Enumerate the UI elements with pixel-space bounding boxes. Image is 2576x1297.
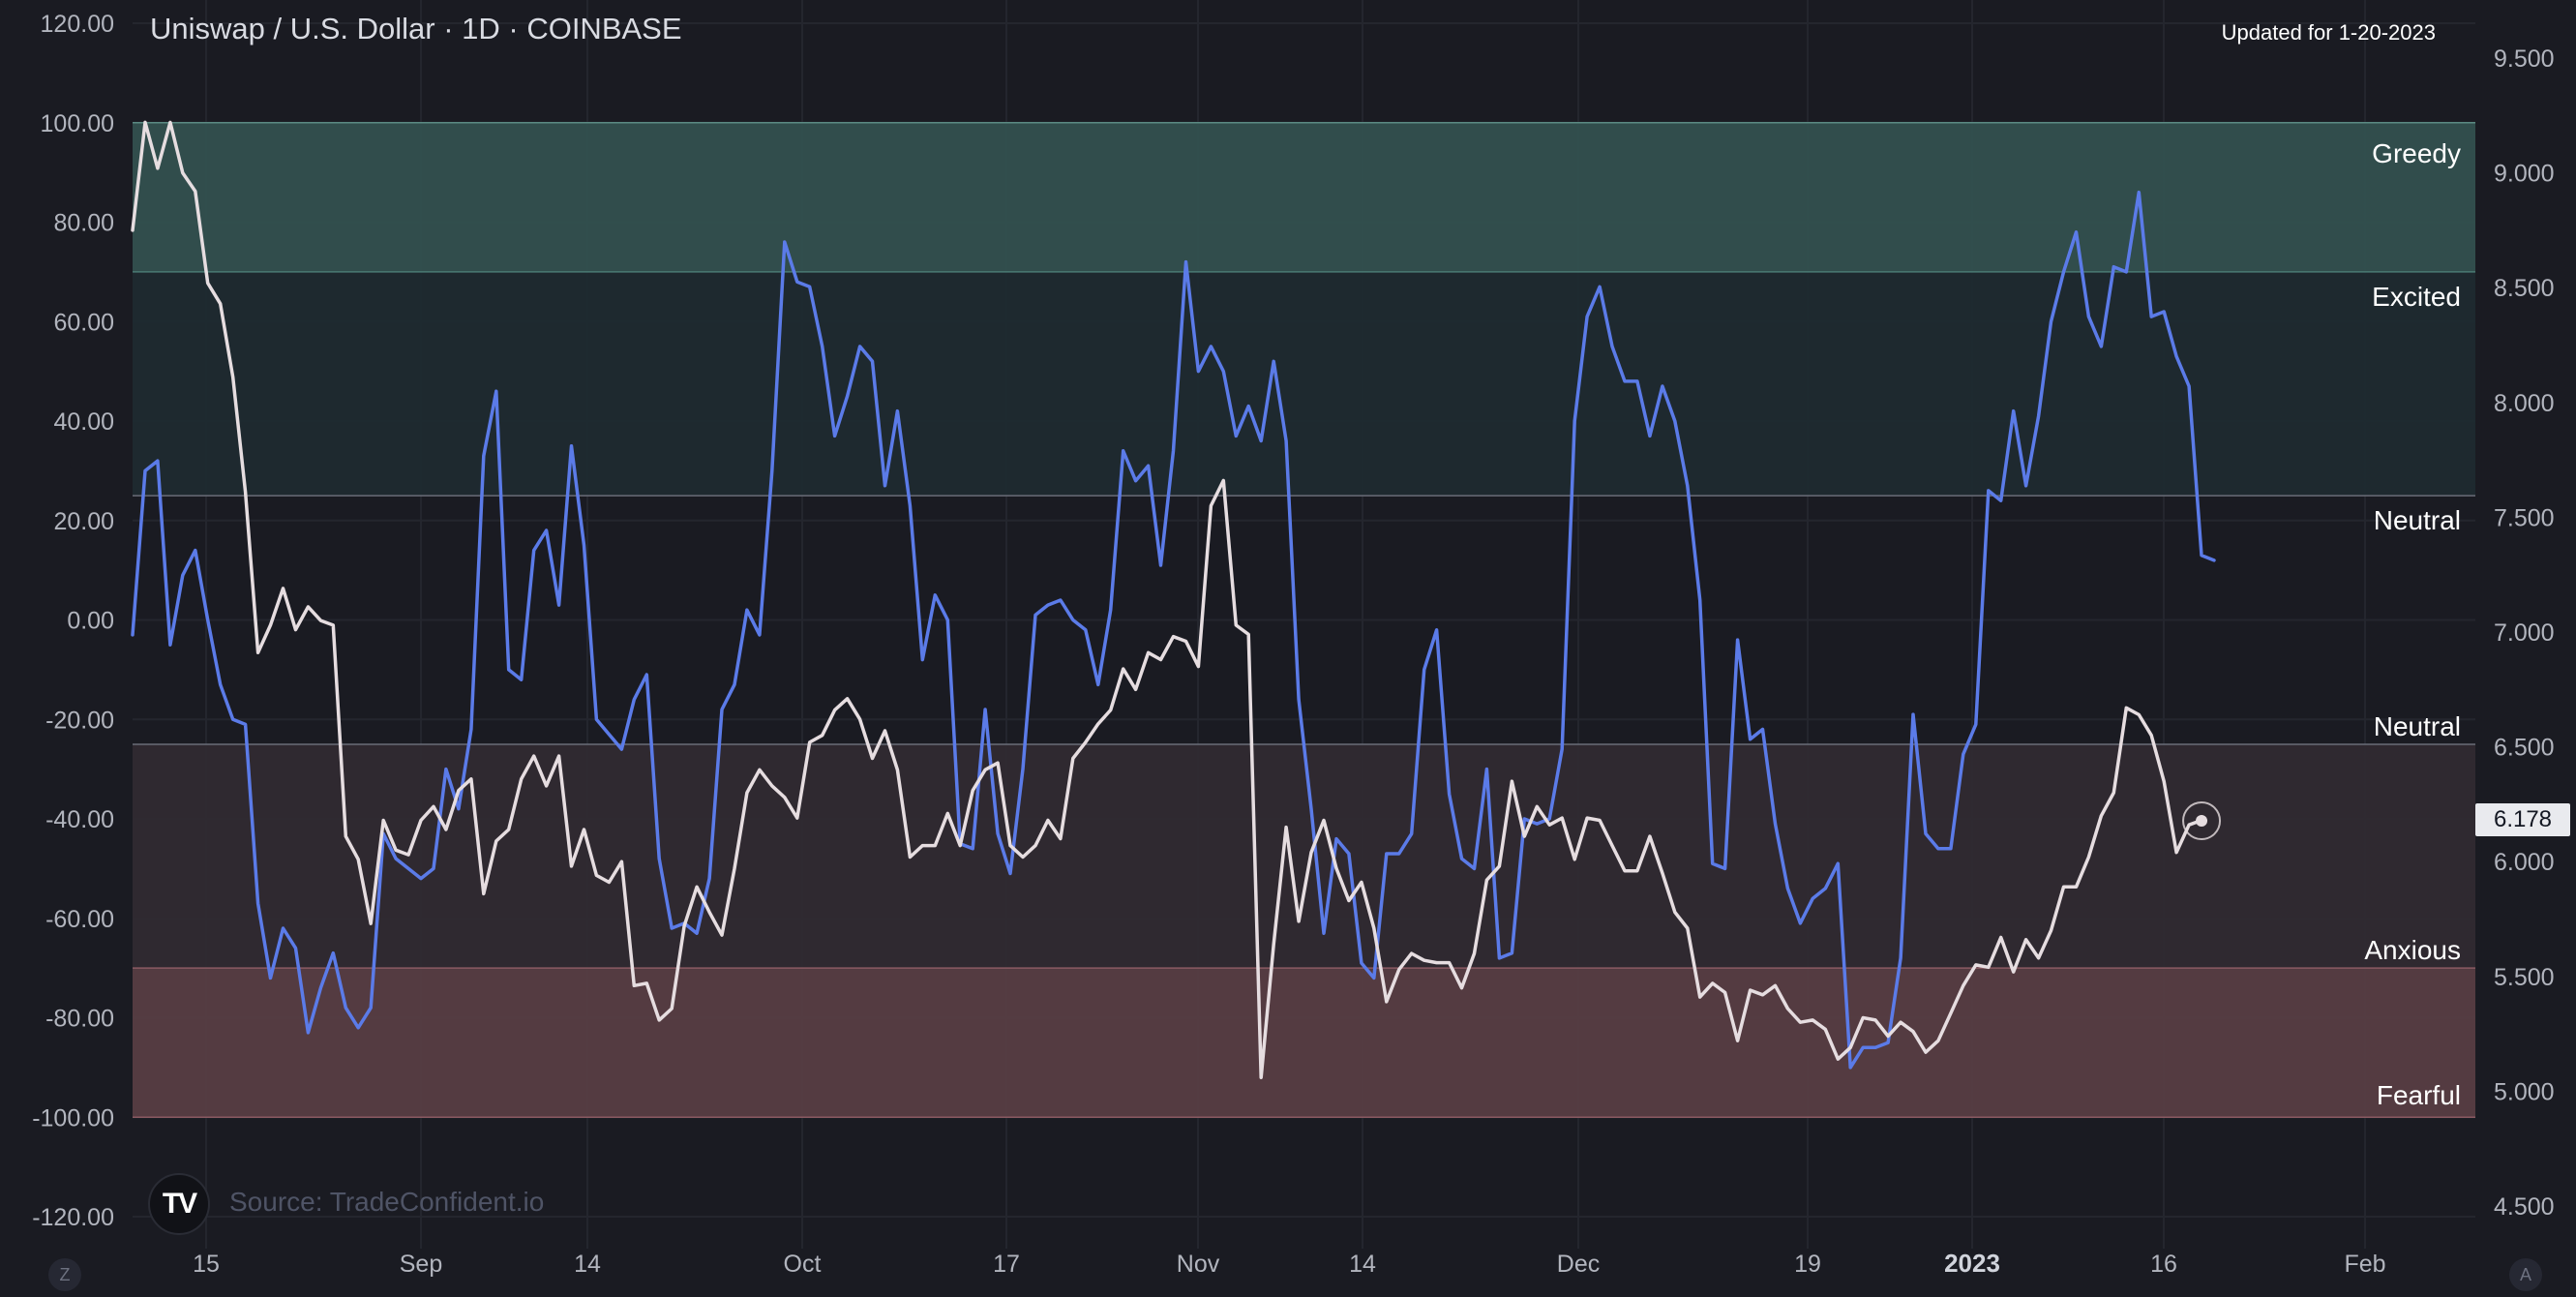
left-axis-tick-label: -80.00 (45, 1006, 114, 1033)
left-axis-tick-label: -40.00 (45, 806, 114, 833)
x-axis-tick-label: 14 (574, 1251, 601, 1278)
right-axis-tick-label: 5.000 (2494, 1078, 2555, 1105)
chart-title: Uniswap / U.S. Dollar · 1D · COINBASE (150, 12, 682, 45)
right-axis-tick-label: 5.500 (2494, 964, 2555, 991)
left-axis-tick-label: 0.00 (67, 608, 114, 635)
x-axis-tick-label: 14 (1349, 1251, 1376, 1278)
x-axis-tick-label: Nov (1177, 1251, 1220, 1278)
x-axis-tick-label: 16 (2150, 1251, 2177, 1278)
left-axis-tick-label: -60.00 (45, 906, 114, 933)
tradingview-logo[interactable]: TV (148, 1173, 210, 1235)
source-label: Source: TradeConfident.io (229, 1187, 545, 1217)
zoom-toggle-button[interactable]: Z (48, 1258, 81, 1291)
left-axis-tick-label: -20.00 (45, 707, 114, 734)
right-axis-tick-label: 7.000 (2494, 619, 2555, 647)
right-axis-tick-label: 4.500 (2494, 1193, 2555, 1221)
last-point-dot (2196, 814, 2208, 827)
left-axis-tick-label: 40.00 (53, 408, 114, 436)
sentiment-zone-band (133, 743, 2475, 969)
updated-label: Updated for 1-20-2023 (2221, 20, 2436, 45)
x-axis-tick-label: Sep (400, 1251, 442, 1278)
left-axis-tick-label: 80.00 (53, 210, 114, 237)
left-axis-tick-label: -100.00 (32, 1104, 114, 1131)
sentiment-line (131, 190, 2216, 1070)
sentiment-zone-band (133, 271, 2475, 497)
zone-label-excited: Excited (2372, 281, 2461, 312)
x-axis-tick-label: Feb (2344, 1251, 2385, 1278)
right-axis-tick-label: 6.500 (2494, 735, 2555, 762)
x-axis-tick-label: Dec (1557, 1251, 1600, 1278)
zone-label-neutral: Neutral (2373, 710, 2461, 741)
right-axis-tick-label: 7.500 (2494, 504, 2555, 531)
x-axis-tick-label: 15 (193, 1251, 220, 1278)
right-axis-tick-label: 6.000 (2494, 849, 2555, 876)
x-axis-tick-label: 2023 (1944, 1249, 2000, 1278)
x-axis-tick-label: 19 (1794, 1251, 1821, 1278)
zone-label-fearful: Fearful (2376, 1080, 2461, 1111)
price-line (131, 120, 2203, 1079)
last-price-badge: 6.178 (2475, 803, 2570, 836)
x-axis-tick-label: Oct (784, 1251, 822, 1278)
sentiment-zone-band (133, 968, 2475, 1118)
last-point-ring (2182, 800, 2222, 840)
left-axis-tick-label: -120.00 (32, 1204, 114, 1231)
right-axis-tick-label: 9.000 (2494, 161, 2555, 188)
zone-label-anxious: Anxious (2364, 935, 2461, 966)
left-axis-tick-label: 120.00 (41, 11, 114, 38)
right-axis-tick-label: 8.500 (2494, 275, 2555, 302)
x-axis-tick-label: 17 (993, 1251, 1020, 1278)
left-axis-tick-label: 60.00 (53, 309, 114, 336)
sentiment-zone-band (133, 122, 2475, 272)
left-axis-tick-label: 20.00 (53, 508, 114, 535)
zone-label-neutral: Neutral (2373, 505, 2461, 536)
series-group (131, 120, 2216, 1079)
right-axis-tick-label: 9.500 (2494, 45, 2555, 73)
left-axis-tick-label: 100.00 (41, 110, 114, 137)
zone-label-greedy: Greedy (2372, 137, 2461, 168)
tradingview-logo-text: TV (162, 1188, 197, 1220)
right-axis-tick-label: 8.000 (2494, 390, 2555, 417)
auto-scale-button[interactable]: A (2509, 1258, 2542, 1291)
